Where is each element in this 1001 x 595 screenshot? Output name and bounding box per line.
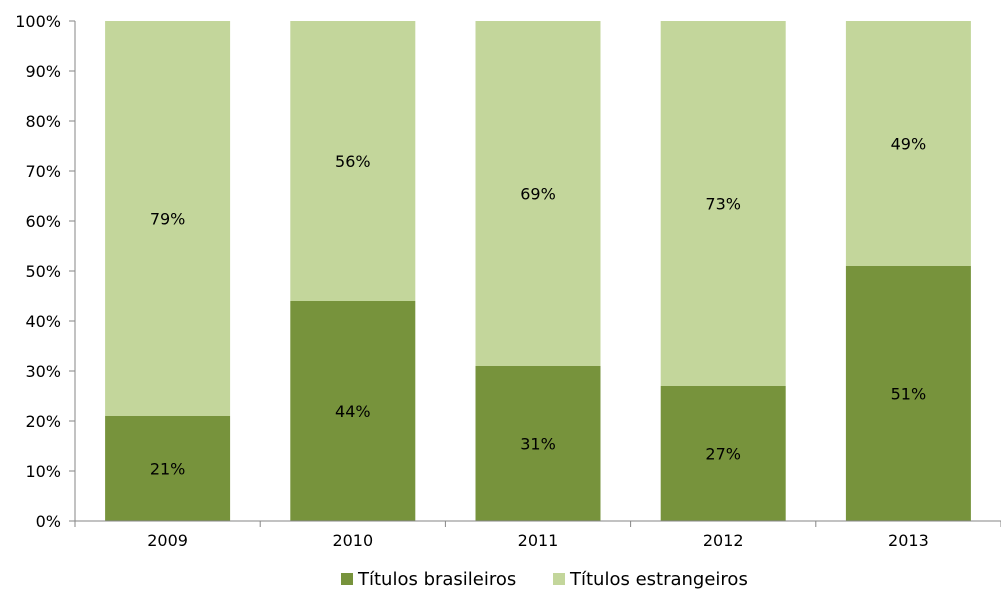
bar-estrangeiros-2011: [475, 21, 601, 366]
data-label: 21%: [150, 460, 186, 479]
data-label: 44%: [335, 402, 371, 421]
bar-estrangeiros-2009: [105, 21, 231, 416]
y-tick-label: 60%: [25, 212, 61, 231]
y-tick-label: 100%: [15, 12, 61, 31]
bar-brasileiros-2013: [845, 266, 971, 521]
data-label: 69%: [520, 185, 556, 204]
x-tick-label: 2013: [888, 531, 929, 550]
x-tick-label: 2010: [332, 531, 373, 550]
x-tick-label: 2011: [518, 531, 559, 550]
data-label: 73%: [705, 195, 741, 214]
data-label: 79%: [150, 210, 186, 229]
data-label: 49%: [891, 135, 927, 154]
y-tick-label: 30%: [25, 362, 61, 381]
legend-swatch-brasileiros: [341, 573, 353, 585]
x-tick-label: 2009: [147, 531, 188, 550]
axes-layer: 0% 10% 20% 30% 40% 50% 60% 70% 80% 90% 100% 2009 201…: [15, 12, 1001, 550]
legend-label-brasileiros: Títulos brasileiros: [357, 569, 516, 590]
data-label: 27%: [705, 445, 741, 464]
bar-brasileiros-2009: [105, 416, 231, 521]
legend: Títulos brasileiros Títulos estrangeiros: [341, 569, 748, 590]
legend-label-estrangeiros: Títulos estrangeiros: [569, 569, 748, 590]
bar-brasileiros-2011: [475, 366, 601, 521]
y-tick-label: 10%: [25, 462, 61, 481]
data-label: 51%: [891, 385, 927, 404]
bars-layer: [105, 21, 971, 521]
bar-estrangeiros-2012: [660, 21, 786, 386]
bar-brasileiros-2012: [660, 386, 786, 521]
bar-brasileiros-2010: [290, 301, 416, 521]
bar-estrangeiros-2013: [845, 21, 971, 266]
y-tick-label: 20%: [25, 412, 61, 431]
x-tick-label: 2012: [703, 531, 744, 550]
y-tick-label: 80%: [25, 112, 61, 131]
y-tick-label: 0%: [36, 512, 61, 531]
y-tick-label: 50%: [25, 262, 61, 281]
bar-estrangeiros-2010: [290, 21, 416, 301]
data-labels-layer: 21% 79% 44% 56% 31% 69% 27% 73% 51% 49%: [150, 135, 926, 479]
data-label: 31%: [520, 435, 556, 454]
y-tick-label: 70%: [25, 162, 61, 181]
data-label: 56%: [335, 152, 371, 171]
legend-swatch-estrangeiros: [553, 573, 565, 585]
y-tick-label: 40%: [25, 312, 61, 331]
y-tick-label: 90%: [25, 62, 61, 81]
